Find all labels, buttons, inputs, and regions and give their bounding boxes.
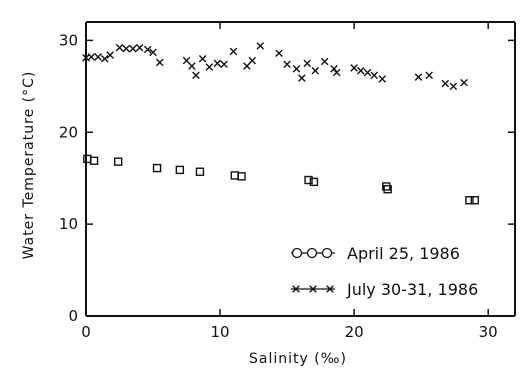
data-point-cross bbox=[292, 65, 301, 73]
data-point-cross bbox=[363, 68, 372, 77]
data-point-cross bbox=[213, 59, 222, 68]
legend-circle-marker bbox=[306, 247, 318, 259]
data-point-cross bbox=[188, 62, 196, 70]
x-tick-label: 10 bbox=[211, 323, 230, 341]
data-point-cross bbox=[192, 71, 200, 80]
y-tick-label: 20 bbox=[59, 123, 78, 141]
plot-frame bbox=[85, 21, 516, 317]
y-tick-label: 0 bbox=[68, 307, 78, 325]
x-tick-label: 20 bbox=[345, 323, 364, 341]
data-point-cross bbox=[449, 82, 458, 91]
data-point-cross bbox=[320, 57, 329, 66]
data-point-cross bbox=[357, 66, 365, 75]
data-point-square bbox=[83, 154, 92, 164]
data-point-square bbox=[237, 172, 246, 181]
data-point-cross bbox=[220, 60, 228, 69]
data-point-cross bbox=[115, 43, 124, 52]
x-tick-label: 30 bbox=[479, 323, 498, 341]
data-point-cross bbox=[248, 56, 257, 65]
data-point-cross bbox=[256, 42, 265, 50]
data-point-square bbox=[382, 182, 391, 191]
data-point-cross bbox=[198, 54, 207, 63]
legend-marker-april bbox=[291, 247, 335, 259]
data-point-cross bbox=[122, 44, 131, 53]
y-tick-label: 10 bbox=[59, 215, 78, 233]
legend: April 25, 1986 July 30-31, 1986 bbox=[291, 244, 478, 299]
y-ticks: 0 10 20 30 bbox=[59, 31, 515, 325]
data-point-cross bbox=[149, 48, 157, 57]
data-point-cross bbox=[311, 66, 320, 75]
data-point-cross bbox=[414, 73, 423, 81]
data-point-square bbox=[175, 165, 185, 175]
data-point-cross bbox=[441, 79, 450, 88]
data-point-cross bbox=[106, 51, 114, 59]
data-point-cross bbox=[298, 74, 306, 82]
legend-cross-marker bbox=[309, 285, 317, 293]
data-point-cross bbox=[460, 78, 468, 87]
data-point-cross bbox=[332, 68, 341, 77]
data-point-square bbox=[470, 196, 479, 205]
data-point-cross bbox=[283, 60, 291, 69]
x-axis-title: Salinity (‰) bbox=[249, 351, 347, 367]
legend-label-july: July 30-31, 1986 bbox=[346, 280, 478, 299]
data-point-square bbox=[304, 175, 313, 185]
legend-circle-marker bbox=[291, 247, 303, 259]
data-point-cross bbox=[205, 63, 214, 71]
data-point-cross bbox=[94, 53, 102, 61]
data-point-square bbox=[230, 171, 240, 180]
data-point-cross bbox=[100, 54, 109, 63]
legend-label-april: April 25, 1986 bbox=[347, 244, 460, 263]
data-point-cross bbox=[229, 47, 238, 56]
data-point-square bbox=[195, 167, 205, 176]
legend-cross-marker bbox=[292, 285, 300, 293]
data-point-square bbox=[465, 196, 474, 205]
data-point-square bbox=[152, 163, 162, 173]
data-point-cross bbox=[143, 45, 152, 54]
series-july bbox=[82, 42, 468, 91]
data-point-cross bbox=[330, 65, 338, 73]
data-point-cross bbox=[425, 71, 433, 80]
y-tick-label: 30 bbox=[59, 31, 78, 49]
data-point-cross bbox=[275, 49, 283, 58]
x-ticks: 0 10 20 30 bbox=[81, 22, 498, 341]
data-point-cross bbox=[129, 44, 137, 53]
data-point-cross bbox=[350, 64, 358, 72]
data-point-square bbox=[113, 157, 123, 166]
x-tick-label: 0 bbox=[81, 323, 91, 341]
data-point-cross bbox=[87, 53, 96, 61]
data-point-square bbox=[383, 185, 392, 194]
data-point-square bbox=[309, 177, 319, 187]
data-point-cross bbox=[303, 59, 311, 68]
data-point-cross bbox=[155, 58, 164, 67]
legend-circle-marker bbox=[321, 247, 333, 259]
data-point-square bbox=[89, 156, 99, 165]
legend-item-july: July 30-31, 1986 bbox=[291, 280, 478, 299]
data-point-cross bbox=[378, 75, 387, 83]
y-axis-title: Water Temperature (°C) bbox=[21, 71, 37, 260]
data-point-cross bbox=[370, 71, 379, 80]
series-layer bbox=[82, 42, 479, 205]
data-point-cross bbox=[135, 43, 144, 52]
series-april bbox=[83, 154, 479, 205]
legend-marker-july bbox=[291, 285, 335, 293]
legend-cross-marker bbox=[326, 285, 334, 293]
legend-item-april: April 25, 1986 bbox=[291, 244, 460, 263]
